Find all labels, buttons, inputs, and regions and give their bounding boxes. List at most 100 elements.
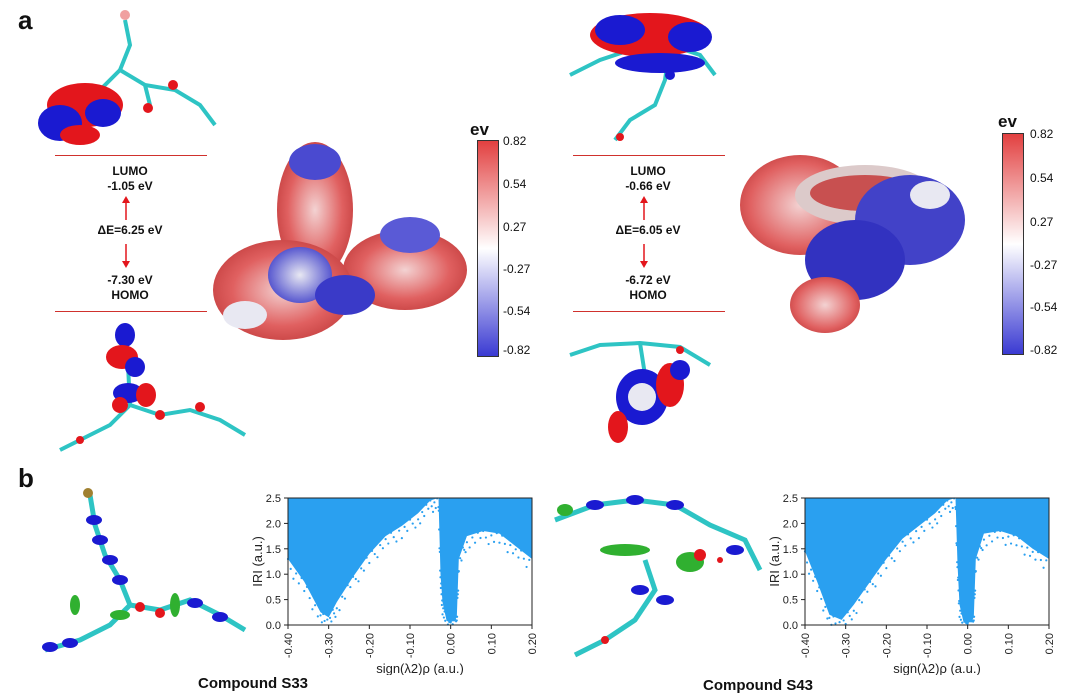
- scatter-point: [511, 552, 515, 555]
- scatter-point: [842, 619, 845, 622]
- scatter-point: [828, 616, 831, 619]
- panel-label-b: b: [18, 463, 34, 493]
- scatter-point: [973, 615, 976, 618]
- scatter-point: [923, 529, 926, 532]
- scatter-point: [1037, 551, 1040, 554]
- x-tick-label: -0.10: [405, 633, 417, 658]
- iri-scatter-chart-s43: 0.0 0.5 1.0 1.5 2.0 2.5 -0.40 -0.30 -0.20 -0.10 0.…: [767, 493, 1056, 675]
- scatter-point: [354, 577, 357, 581]
- lumo-orbital-s43: [569, 13, 717, 142]
- scatter-point: [433, 501, 436, 504]
- x-tick-label: 0.10: [1003, 633, 1015, 654]
- scatter-point: [877, 572, 880, 575]
- lumo-level-line-s33: [55, 155, 207, 156]
- caption-s33: Compound S33: [198, 675, 309, 692]
- scatter-point: [457, 589, 460, 592]
- scatter-point: [956, 565, 959, 569]
- scatter-point: [456, 593, 459, 596]
- homo-level-line-s43: [573, 311, 725, 312]
- scatter-point: [464, 551, 467, 554]
- scatter-point: [866, 590, 869, 593]
- scatter-point: [439, 576, 442, 579]
- scatter-point: [381, 547, 384, 550]
- scatter-point: [473, 541, 477, 544]
- scatter-point: [982, 538, 986, 541]
- scatter-point: [940, 514, 943, 518]
- scatter-point: [850, 618, 853, 621]
- scatter-point: [1009, 542, 1013, 545]
- scatter-point: [928, 522, 931, 525]
- y-tick-label: 1.5: [783, 544, 798, 556]
- scatter-point: [909, 537, 912, 540]
- scatter-point: [954, 506, 957, 509]
- scatter-point: [838, 621, 841, 624]
- scatter-point: [834, 622, 837, 625]
- x-tick-label: -0.10: [922, 633, 934, 658]
- scatter-point: [812, 579, 815, 582]
- scatter-point: [498, 541, 501, 544]
- scatter-point: [816, 589, 819, 593]
- scatter-point: [379, 543, 382, 547]
- scatter-point: [305, 585, 309, 588]
- scatter-point: [425, 503, 428, 506]
- scatter-point: [901, 540, 904, 543]
- scatter-point: [871, 583, 874, 586]
- scatter-point: [976, 556, 979, 559]
- scatter-point: [295, 572, 298, 575]
- scatter-point: [330, 620, 333, 623]
- y-tick-label: 0.0: [783, 620, 798, 632]
- scatter-point: [322, 612, 325, 616]
- gap-value-s43: ΔE=6.05 eV: [615, 223, 681, 237]
- scatter-point: [999, 529, 1002, 533]
- y-tick-label: 0.5: [783, 595, 798, 607]
- scatter-point: [495, 532, 498, 535]
- scatter-point: [319, 614, 322, 617]
- scatter-point: [1004, 543, 1007, 547]
- scatter-point: [492, 540, 496, 543]
- scatter-point: [931, 526, 934, 529]
- scatter-point: [882, 561, 885, 564]
- scatter-point: [389, 531, 393, 534]
- scatter-point: [1018, 537, 1021, 540]
- scatter-point: [890, 557, 893, 560]
- scatter-point: [346, 584, 349, 587]
- y-tick-label: 0.0: [266, 620, 281, 632]
- scatter-point: [437, 509, 440, 512]
- scatter-point: [978, 545, 981, 548]
- x-axis-label: sign(λ2)ρ (a.u.): [893, 661, 981, 675]
- scatter-point: [990, 540, 994, 543]
- scatter-point: [956, 561, 959, 564]
- scatter-point: [898, 550, 901, 553]
- scatter-point: [400, 537, 403, 540]
- scatter-point: [368, 561, 371, 565]
- scatter-point: [442, 607, 445, 610]
- scatter-point: [944, 507, 947, 510]
- scatter-point: [820, 597, 823, 601]
- scatter-point: [1045, 559, 1048, 562]
- iri-scatter-chart-s33: 0.0 0.5 1.0 1.5 2.0 2.5 -0.40 -0.30 -0.20 -0.10 0.…: [250, 493, 539, 675]
- scatter-point: [1034, 558, 1037, 561]
- scatter-point: [925, 518, 929, 521]
- panel-a: LUMO -1.05 eV ΔE=6.25 eV -7.30 eV HOMO: [38, 10, 1057, 452]
- scatter-point: [948, 510, 952, 513]
- scatter-point: [848, 614, 851, 617]
- scatter-point: [457, 570, 460, 573]
- scatter-point: [506, 551, 509, 554]
- scatter-point: [961, 621, 964, 624]
- scatter-point: [490, 534, 493, 537]
- x-tick-label: 0.10: [486, 633, 498, 654]
- colorbar-left-tick-0: 0.82: [503, 134, 527, 148]
- scatter-point: [360, 567, 363, 570]
- lumo-label-s43: LUMO: [630, 164, 666, 178]
- scatter-point: [431, 510, 435, 513]
- scatter-point: [959, 618, 962, 621]
- y-tick-label: 2.5: [783, 493, 798, 505]
- scatter-point: [357, 580, 360, 583]
- scatter-point: [456, 615, 459, 618]
- scatter-point: [958, 599, 961, 603]
- colorbar-right-tick-1: 0.54: [1030, 171, 1054, 185]
- scatter-point: [441, 613, 444, 616]
- lumo-level-line-s43: [573, 155, 725, 156]
- scatter-point: [520, 549, 523, 552]
- scatter-point: [942, 503, 945, 506]
